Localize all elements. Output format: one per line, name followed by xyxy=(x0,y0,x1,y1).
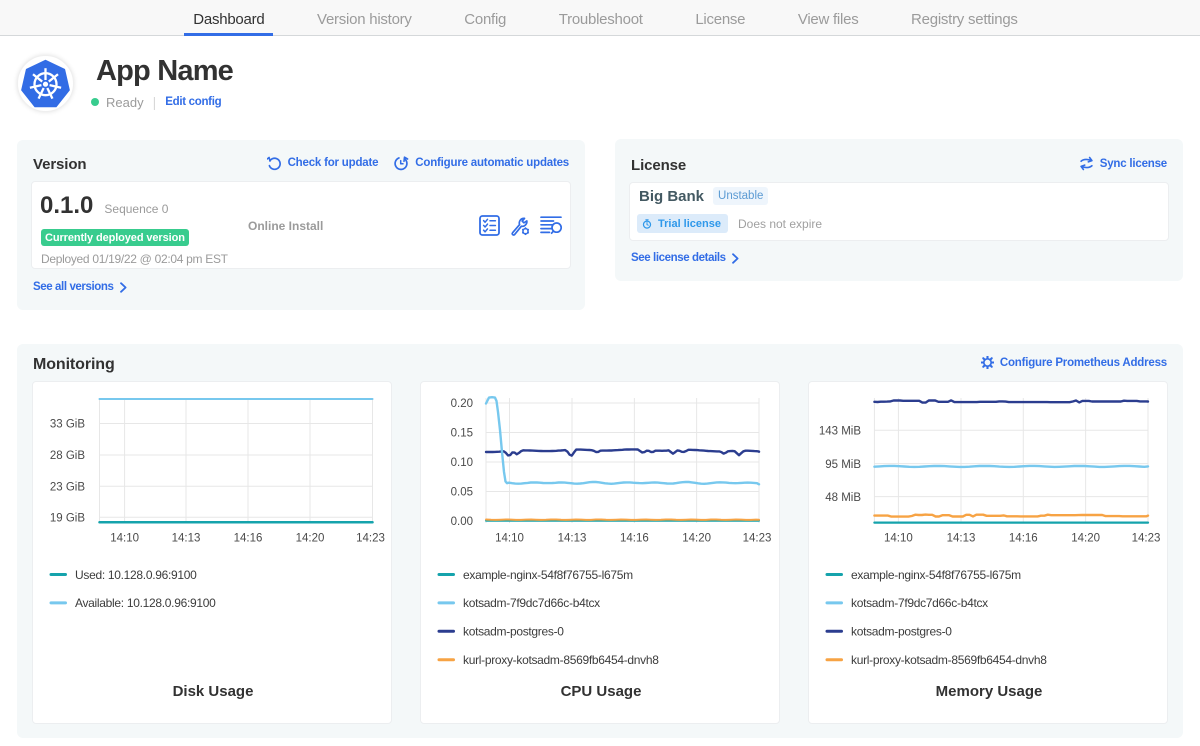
svg-text:CPU Usage: CPU Usage xyxy=(561,683,642,700)
svg-text:14:13: 14:13 xyxy=(558,533,587,545)
svg-text:kotsadm-7f9dc7d66c-b4tcx: kotsadm-7f9dc7d66c-b4tcx xyxy=(463,596,600,610)
svg-text:14:13: 14:13 xyxy=(172,533,201,545)
svg-text:14:23: 14:23 xyxy=(1132,533,1161,545)
svg-text:95 MiB: 95 MiB xyxy=(825,459,861,471)
svg-text:23 GiB: 23 GiB xyxy=(50,481,85,493)
svg-text:48 MiB: 48 MiB xyxy=(825,492,861,504)
svg-text:0.00: 0.00 xyxy=(451,516,473,528)
svg-text:14:23: 14:23 xyxy=(743,533,772,545)
svg-text:14:20: 14:20 xyxy=(682,533,711,545)
svg-text:0.05: 0.05 xyxy=(451,487,473,499)
svg-text:14:23: 14:23 xyxy=(356,533,385,545)
svg-text:kotsadm-postgres-0: kotsadm-postgres-0 xyxy=(851,625,952,639)
svg-text:14:20: 14:20 xyxy=(1071,533,1100,545)
svg-text:kotsadm-postgres-0: kotsadm-postgres-0 xyxy=(463,625,564,639)
svg-text:Memory Usage: Memory Usage xyxy=(936,683,1043,700)
svg-text:Disk Usage: Disk Usage xyxy=(173,683,254,700)
svg-text:19 GiB: 19 GiB xyxy=(50,512,85,524)
svg-text:kurl-proxy-kotsadm-8569fb6454-: kurl-proxy-kotsadm-8569fb6454-dnvh8 xyxy=(463,653,659,667)
svg-text:14:10: 14:10 xyxy=(884,533,913,545)
svg-text:Available: 10.128.0.96:9100: Available: 10.128.0.96:9100 xyxy=(75,596,216,610)
svg-text:14:16: 14:16 xyxy=(234,533,263,545)
svg-text:0.15: 0.15 xyxy=(451,428,473,440)
svg-text:143 MiB: 143 MiB xyxy=(819,426,862,438)
svg-text:0.20: 0.20 xyxy=(451,398,473,410)
svg-text:14:10: 14:10 xyxy=(495,533,524,545)
svg-text:Used: 10.128.0.96:9100: Used: 10.128.0.96:9100 xyxy=(75,568,197,582)
svg-text:0.10: 0.10 xyxy=(451,457,473,469)
svg-text:example-nginx-54f8f76755-l675m: example-nginx-54f8f76755-l675m xyxy=(851,568,1021,582)
svg-text:14:20: 14:20 xyxy=(296,533,325,545)
svg-text:kurl-proxy-kotsadm-8569fb6454-: kurl-proxy-kotsadm-8569fb6454-dnvh8 xyxy=(851,653,1047,667)
svg-text:14:16: 14:16 xyxy=(620,533,649,545)
svg-text:14:13: 14:13 xyxy=(947,533,976,545)
svg-text:33 GiB: 33 GiB xyxy=(50,419,85,431)
svg-text:kotsadm-7f9dc7d66c-b4tcx: kotsadm-7f9dc7d66c-b4tcx xyxy=(851,596,988,610)
svg-text:14:16: 14:16 xyxy=(1009,533,1038,545)
svg-text:28 GiB: 28 GiB xyxy=(50,450,85,462)
svg-text:14:10: 14:10 xyxy=(110,533,139,545)
svg-text:example-nginx-54f8f76755-l675m: example-nginx-54f8f76755-l675m xyxy=(463,568,633,582)
